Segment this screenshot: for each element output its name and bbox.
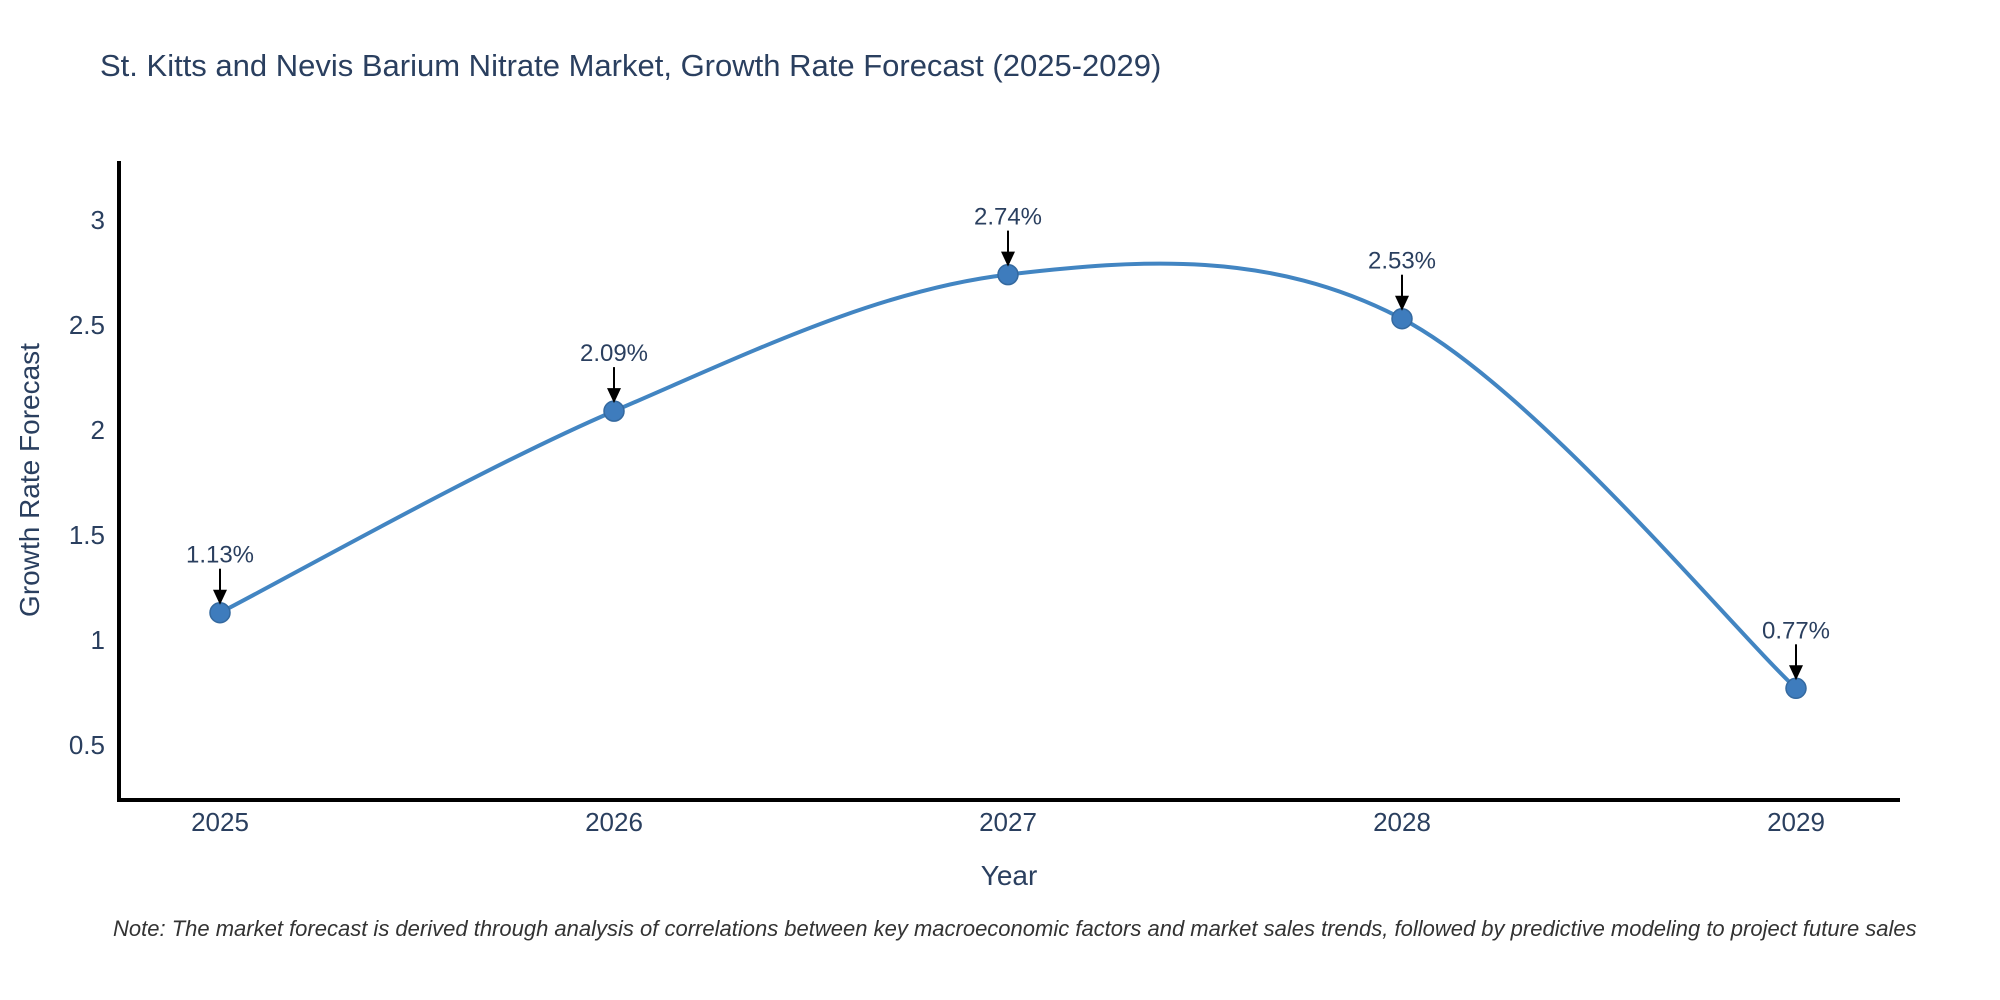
data-point-marker [209, 601, 231, 624]
annotation-arrowhead-icon [213, 589, 227, 605]
y-tick-label: 2.5 [69, 310, 105, 340]
annotation-label: 2.74% [974, 204, 1042, 231]
x-tick-label: 2026 [585, 807, 643, 837]
annotation-arrowhead-icon [1001, 251, 1015, 267]
annotation-label: 1.13% [186, 542, 254, 569]
y-tick-label: 1 [91, 625, 105, 655]
x-tick-label: 2029 [1767, 807, 1825, 837]
series-line [218, 261, 1798, 691]
data-point-marker [997, 263, 1019, 286]
annotation-arrowhead-icon [1395, 295, 1409, 311]
y-tick-label: 3 [91, 205, 105, 235]
data-point-marker [1785, 677, 1807, 700]
x-tick-label: 2028 [1373, 807, 1431, 837]
annotation-arrowhead-icon [1789, 665, 1803, 681]
data-point-marker [1391, 307, 1413, 330]
x-tick-label: 2027 [979, 807, 1037, 837]
y-tick-label: 2 [91, 415, 105, 445]
y-tick-label: 1.5 [69, 520, 105, 550]
data-point-marker [603, 400, 625, 422]
x-axis-title: Year [980, 860, 1038, 891]
annotation-label: 0.77% [1762, 617, 1830, 644]
annotation-label: 2.09% [580, 340, 648, 367]
y-tick-label: 0.5 [69, 730, 105, 760]
footnote: Note: The market forecast is derived thr… [113, 916, 1917, 941]
x-tick-label: 2025 [191, 807, 249, 837]
annotation-label: 2.53% [1368, 248, 1436, 275]
chart-title: St. Kitts and Nevis Barium Nitrate Marke… [100, 48, 1162, 83]
annotation-arrowhead-icon [607, 388, 621, 404]
